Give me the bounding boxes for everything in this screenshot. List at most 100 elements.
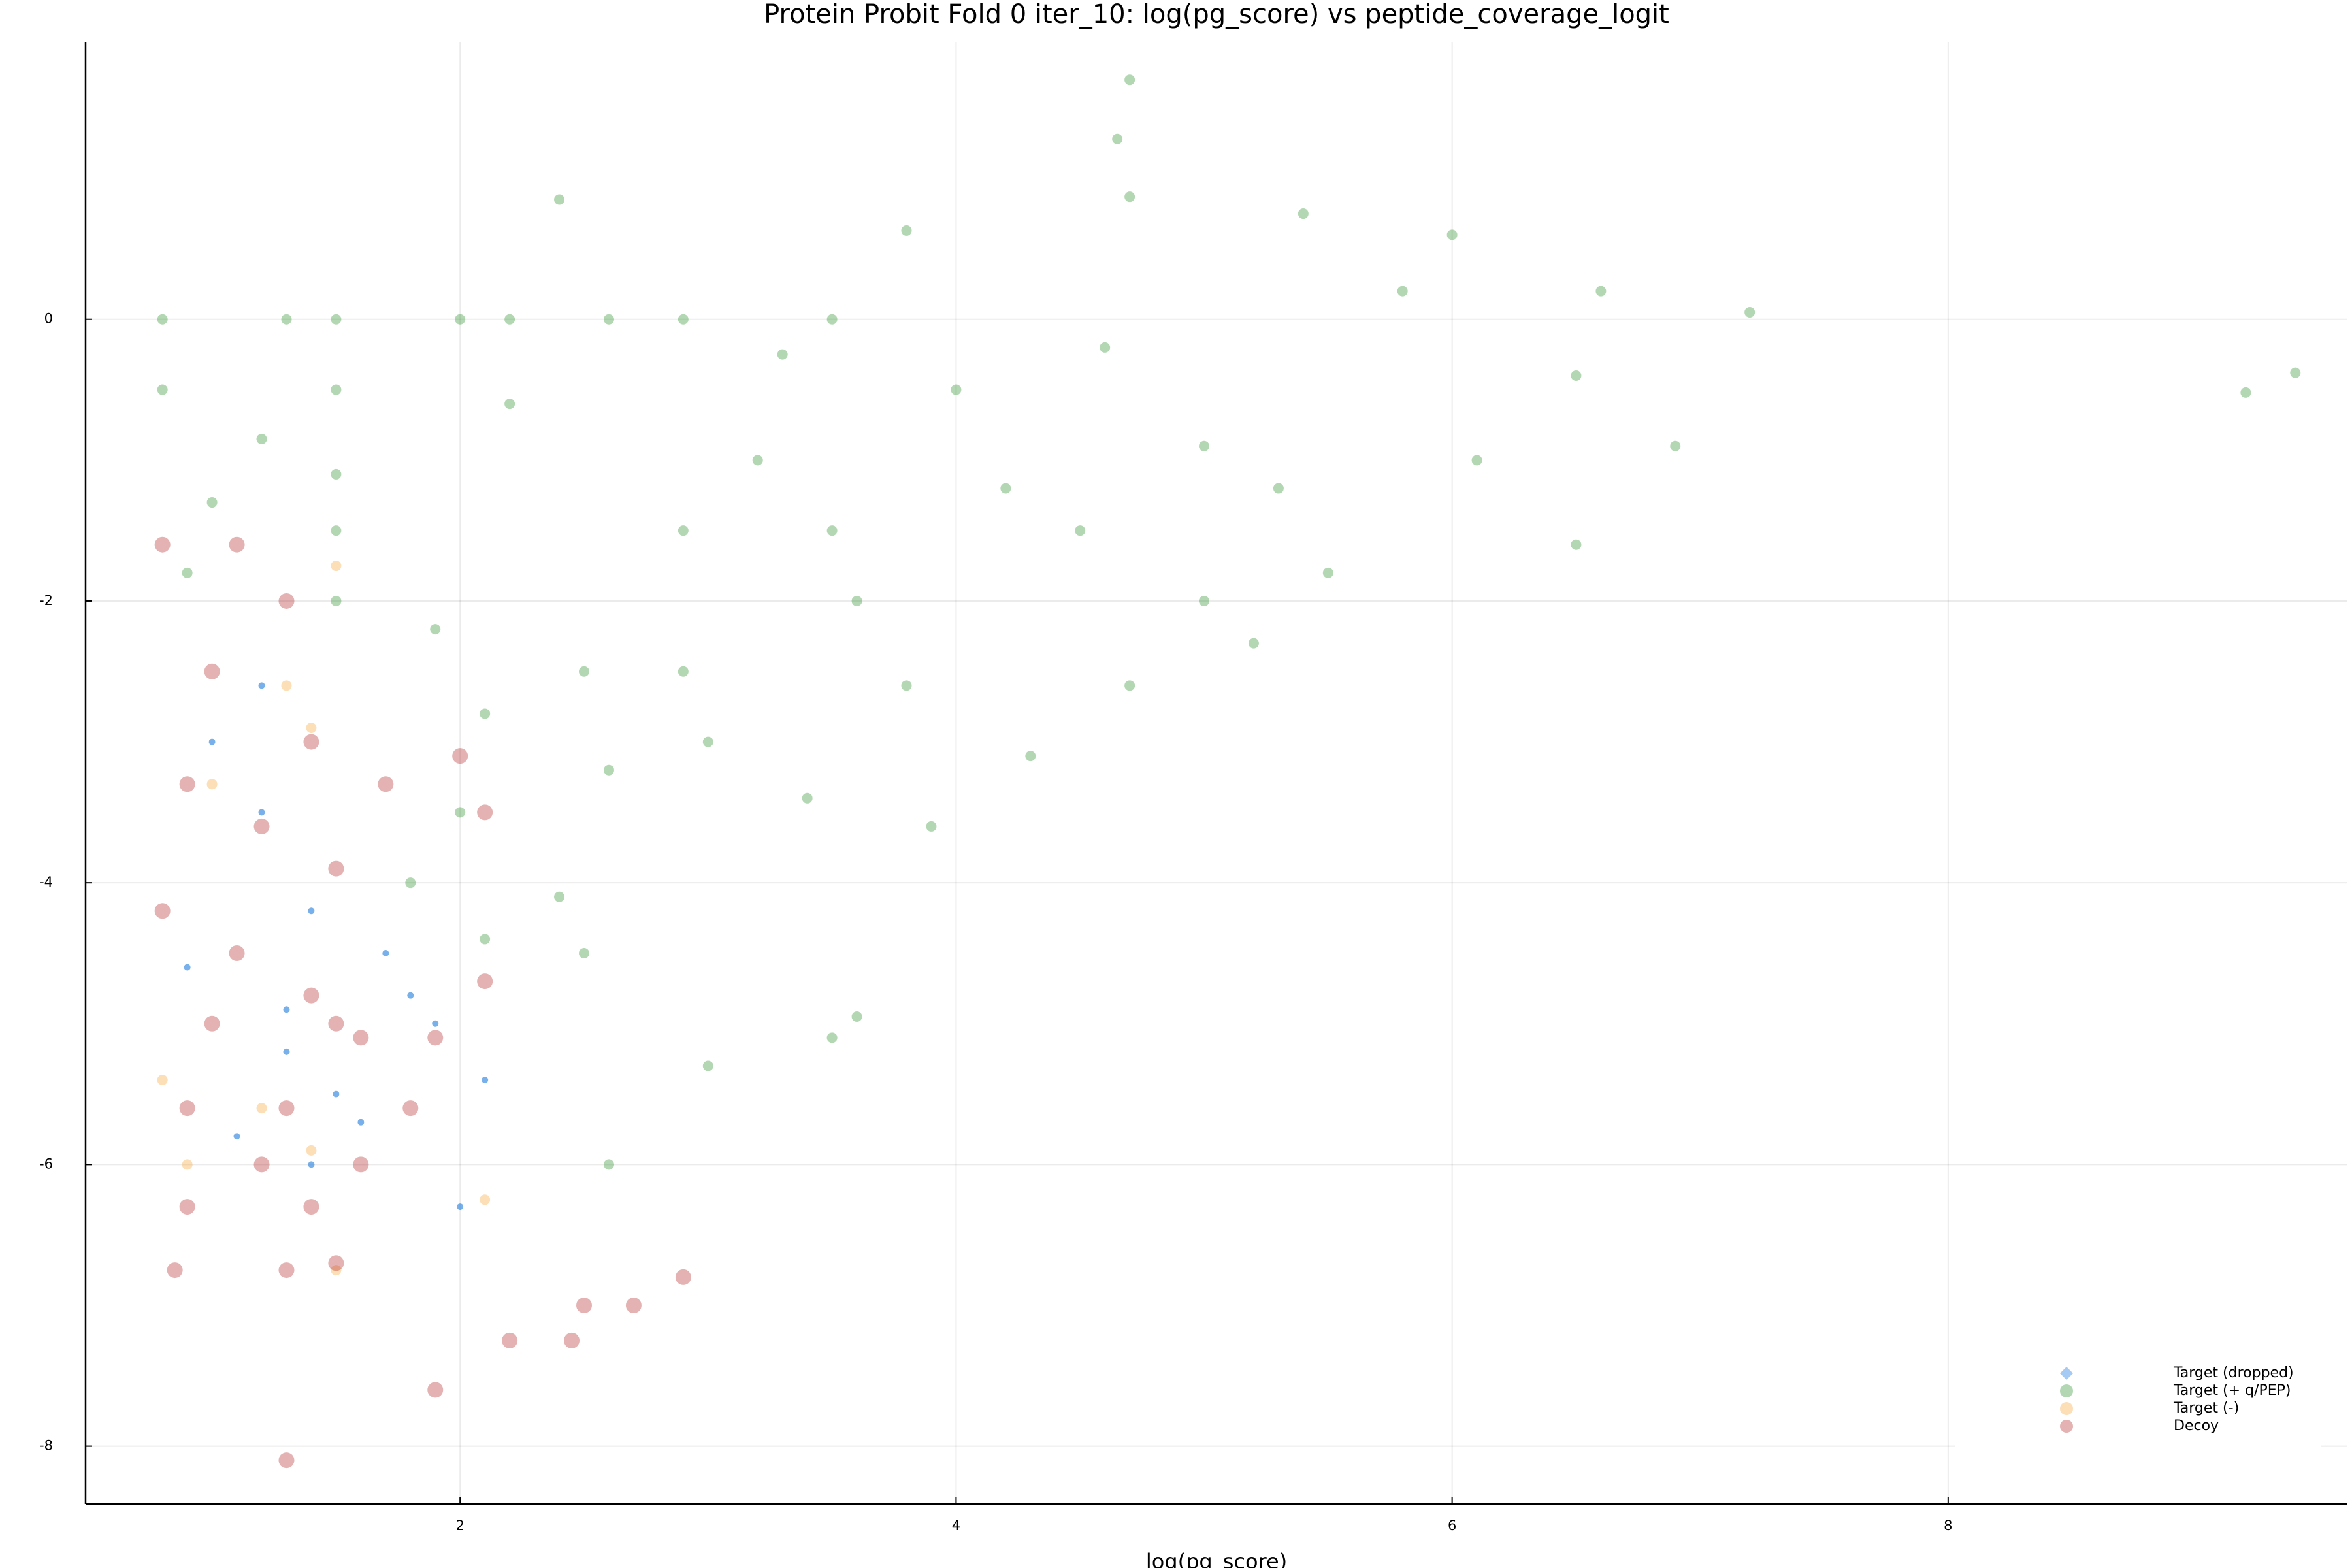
point <box>278 1452 295 1469</box>
point <box>308 907 315 915</box>
point <box>1397 286 1408 297</box>
point <box>353 1030 369 1046</box>
point <box>157 314 168 325</box>
x-tick-label: 2 <box>456 1518 465 1533</box>
point <box>564 1332 580 1348</box>
point <box>1322 567 1333 578</box>
point <box>331 314 342 325</box>
point <box>154 903 171 919</box>
point <box>378 776 394 792</box>
point <box>206 497 218 508</box>
point <box>179 1199 195 1215</box>
point <box>1471 455 1482 466</box>
legend-marker <box>2060 1402 2073 1415</box>
point <box>455 314 466 325</box>
point <box>157 1075 168 1086</box>
point <box>675 1269 691 1285</box>
point <box>258 682 265 689</box>
x-tick-label: 8 <box>1944 1518 1952 1533</box>
point <box>328 860 344 877</box>
point <box>1670 440 1681 451</box>
y-tick-label: -8 <box>39 1438 53 1454</box>
point <box>306 723 317 734</box>
point <box>702 1060 713 1071</box>
point <box>206 779 218 790</box>
point <box>1298 208 1309 220</box>
point <box>283 1006 290 1013</box>
point <box>204 1015 220 1032</box>
point <box>926 821 937 832</box>
point <box>851 1011 862 1022</box>
point <box>427 1382 444 1398</box>
point <box>179 776 195 792</box>
legend-marker <box>2060 1367 2073 1380</box>
point <box>184 964 191 971</box>
point <box>504 399 515 410</box>
point <box>625 1297 642 1313</box>
point <box>258 809 265 816</box>
point <box>603 764 614 776</box>
point <box>353 1156 369 1173</box>
point <box>901 680 912 691</box>
point <box>331 384 342 395</box>
point <box>678 525 689 536</box>
point <box>1025 751 1036 762</box>
point <box>281 314 292 325</box>
point <box>432 1020 439 1027</box>
x-tick-label: 4 <box>952 1518 960 1533</box>
point <box>331 1265 342 1276</box>
point <box>1273 483 1284 494</box>
point <box>333 1090 340 1098</box>
point <box>233 1133 240 1140</box>
legend-label: Decoy <box>2174 1418 2219 1434</box>
point <box>455 807 466 818</box>
point <box>157 384 168 395</box>
legend-marker <box>2060 1420 2073 1433</box>
x-axis-label: log(pg_score) <box>1146 1549 1287 1568</box>
point <box>1446 229 1458 240</box>
point <box>278 593 295 609</box>
point <box>554 891 565 902</box>
point <box>2240 387 2251 398</box>
legend-box <box>1955 1354 2321 1452</box>
point <box>331 468 342 480</box>
y-tick-label: -2 <box>39 593 53 608</box>
point <box>1199 440 1210 451</box>
point <box>427 1030 444 1046</box>
point <box>452 748 468 764</box>
point <box>1571 370 1582 381</box>
point <box>208 738 216 745</box>
x-tick-label: 6 <box>1448 1518 1456 1533</box>
point <box>851 595 862 606</box>
point <box>182 1159 193 1170</box>
point <box>2290 367 2301 378</box>
point <box>802 792 813 804</box>
legend-label: Target (-) <box>2173 1400 2239 1416</box>
point <box>554 194 565 205</box>
point <box>1124 680 1135 691</box>
point <box>504 314 515 325</box>
point <box>702 736 713 747</box>
point <box>1595 286 1607 297</box>
legend-label: Target (+ q/PEP) <box>2173 1382 2291 1399</box>
point <box>1075 525 1086 536</box>
point <box>1124 74 1135 86</box>
point <box>1248 638 1259 649</box>
point <box>603 1159 614 1170</box>
point <box>430 624 441 635</box>
point <box>405 877 416 889</box>
series <box>157 561 491 1276</box>
point <box>306 1145 317 1156</box>
point <box>1744 306 1756 318</box>
point <box>256 434 267 445</box>
point <box>951 384 962 395</box>
point <box>382 949 389 956</box>
point <box>331 561 342 572</box>
point <box>477 804 493 821</box>
legend-label: Target (dropped) <box>2173 1365 2294 1381</box>
point <box>777 349 788 360</box>
series <box>154 536 691 1469</box>
y-tick-label: 0 <box>44 311 53 327</box>
point <box>253 1156 270 1173</box>
point <box>402 1100 419 1117</box>
